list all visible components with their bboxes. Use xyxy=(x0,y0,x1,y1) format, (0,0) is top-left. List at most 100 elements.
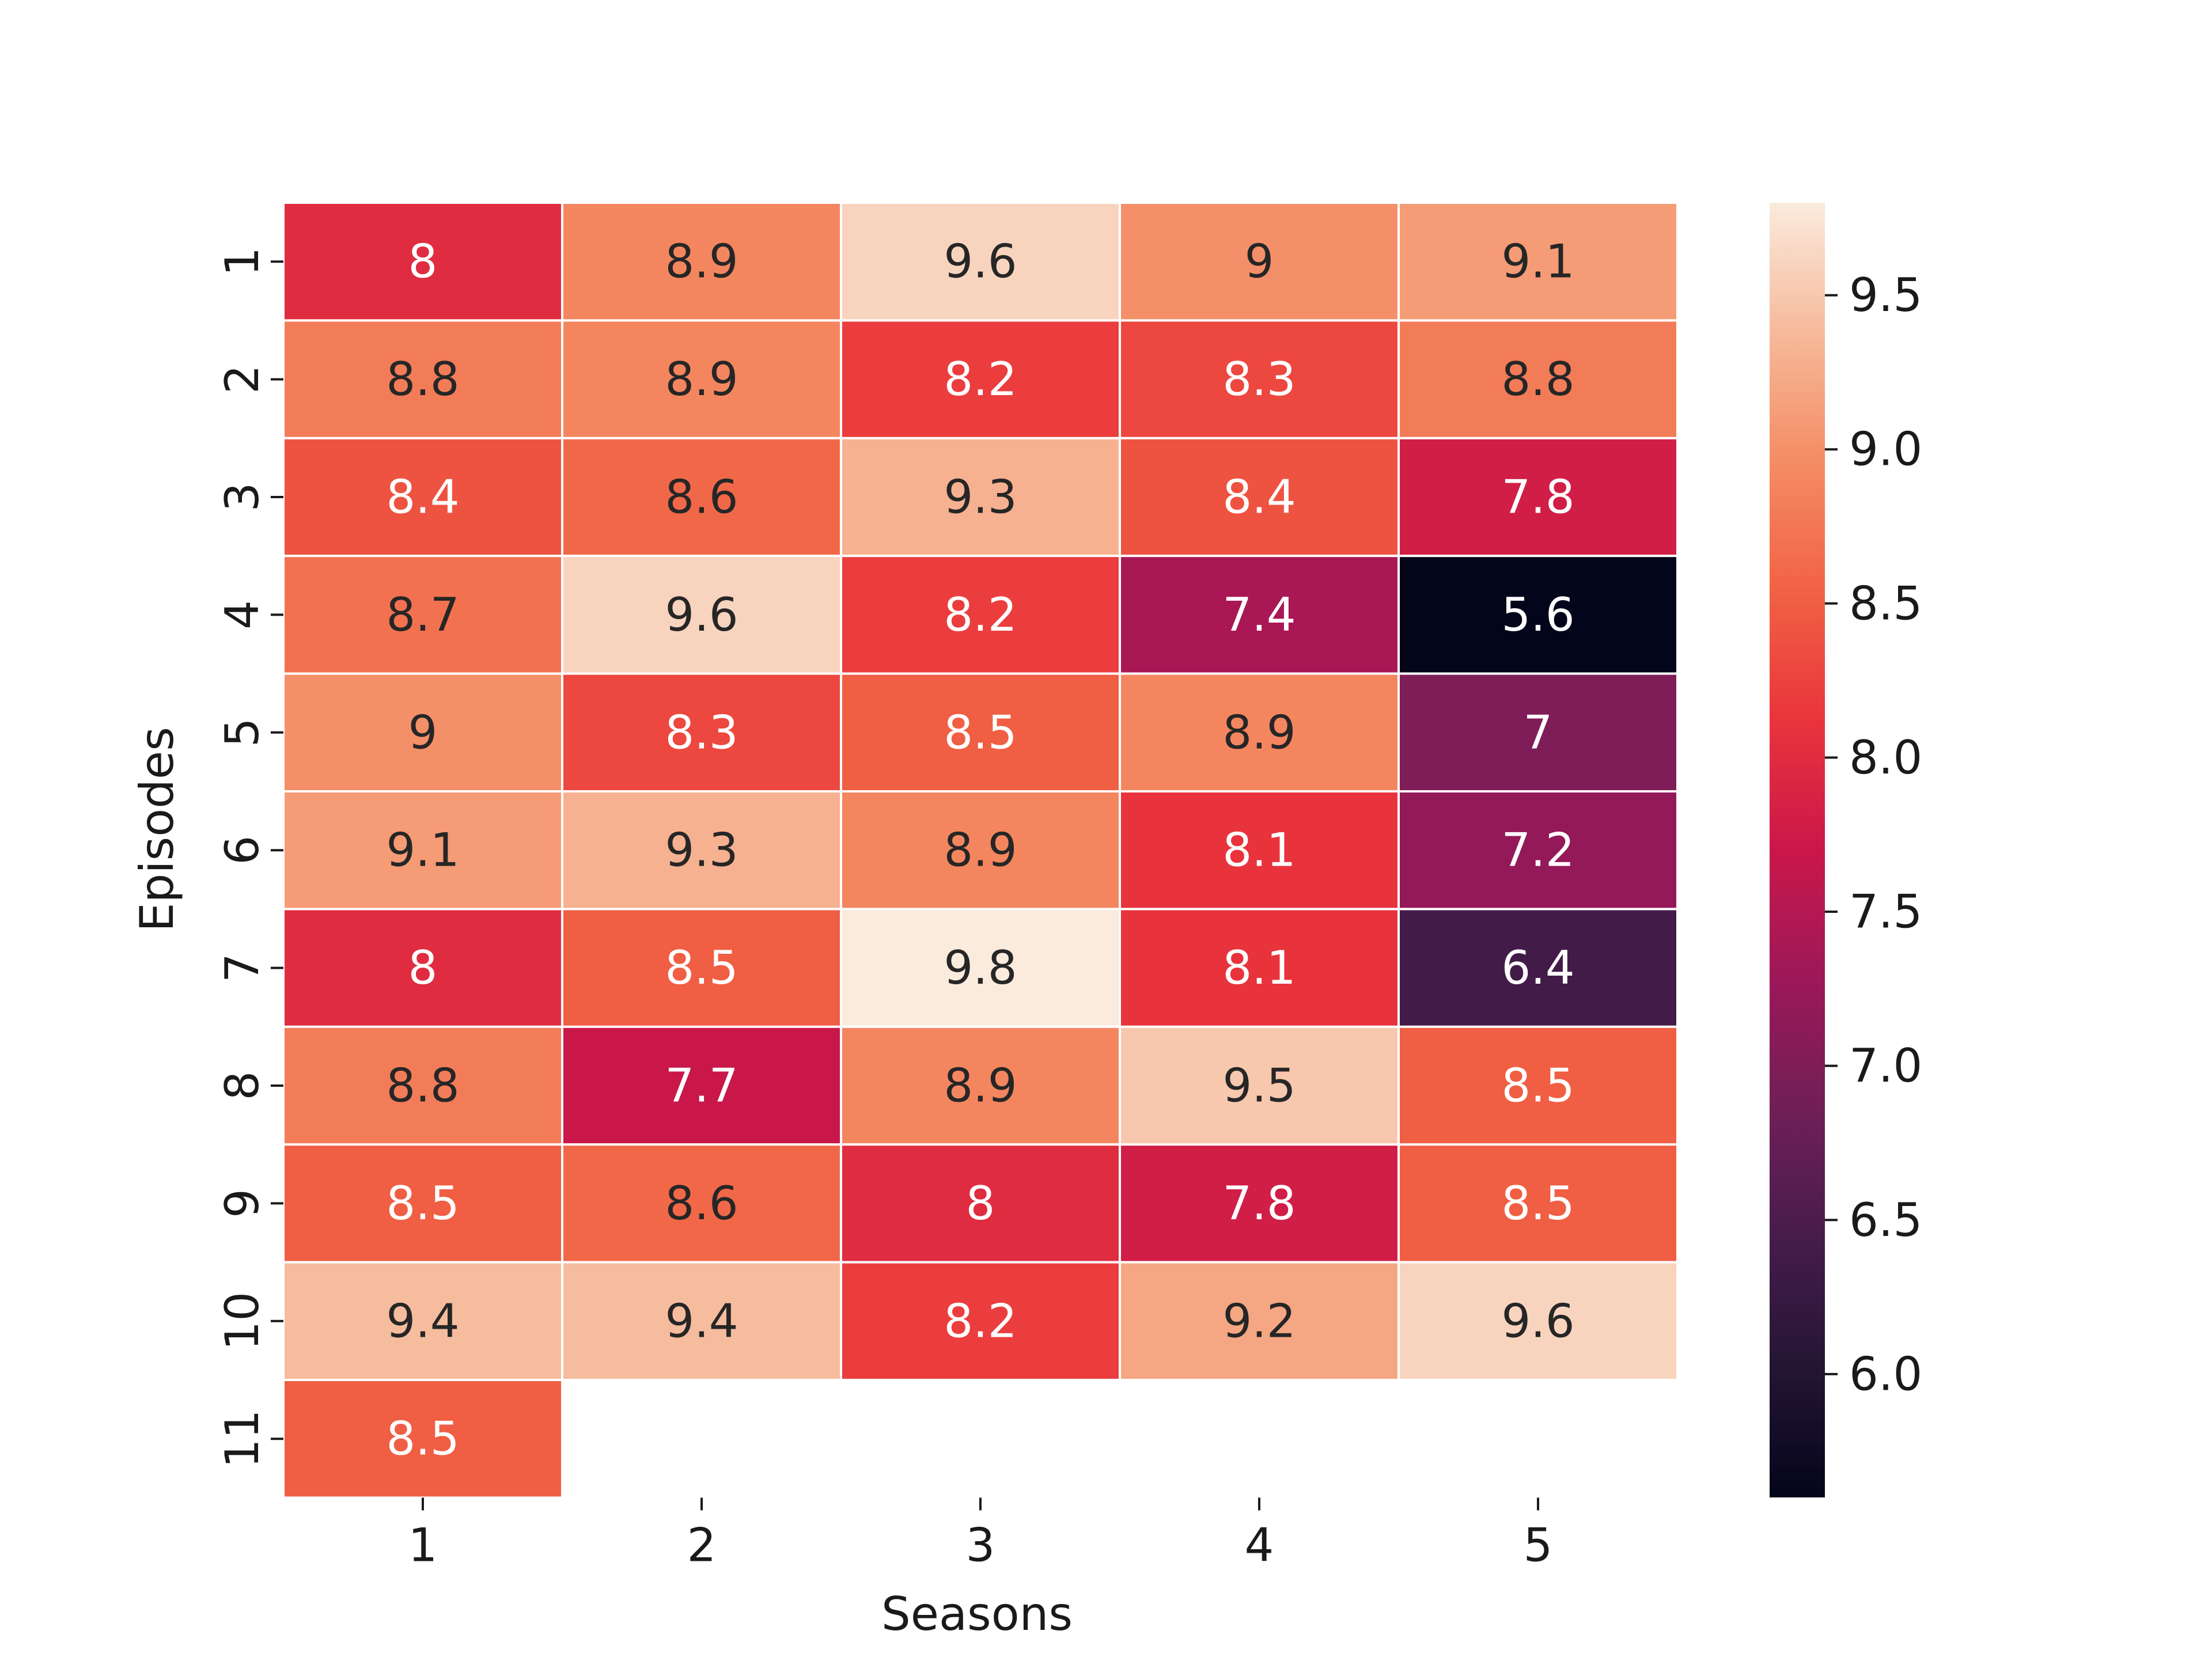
colorbar xyxy=(1770,203,1825,1497)
cell-value-label: 8.6 xyxy=(665,471,738,524)
heatmap-cell xyxy=(561,437,842,558)
heatmap-cell xyxy=(1397,555,1679,675)
cell-value-label: 9.6 xyxy=(944,235,1017,289)
heatmap-cell xyxy=(1397,437,1679,558)
heatmap-cell xyxy=(561,555,842,675)
heatmap-cell xyxy=(1119,1261,1400,1382)
heatmap-cell xyxy=(1397,1143,1679,1264)
heatmap-cell xyxy=(1397,319,1679,439)
colorbar-tick-label: 6.0 xyxy=(1849,1347,1922,1401)
cell-value-label: 7.2 xyxy=(1501,824,1574,877)
heatmap-cell xyxy=(1397,1261,1679,1382)
colorbar-tick-label: 7.5 xyxy=(1849,885,1922,939)
heatmap-cell xyxy=(561,202,842,322)
cell-value-label: 8 xyxy=(408,941,438,995)
heatmap-cell xyxy=(840,790,1121,911)
cell-value-label: 9.3 xyxy=(665,824,738,877)
y-tick-label: 10 xyxy=(215,1292,269,1351)
heatmap-cell xyxy=(1119,555,1400,675)
heatmap-cell xyxy=(840,202,1121,322)
cell-value-label: 9.1 xyxy=(386,824,459,877)
heatmap-cell xyxy=(840,1143,1121,1264)
colorbar-tick-label: 9.5 xyxy=(1849,268,1922,322)
cell-value-label: 9 xyxy=(1245,235,1274,289)
heatmap-cell xyxy=(561,1143,842,1264)
cell-value-label: 8.9 xyxy=(665,352,738,406)
heatmap-cell xyxy=(1119,790,1400,911)
cell-value-label: 9.6 xyxy=(665,588,738,642)
cell-value-label: 7.8 xyxy=(1501,471,1574,524)
cell-value-label: 8.9 xyxy=(944,824,1017,877)
x-tick-label: 5 xyxy=(1524,1518,1553,1572)
cell-value-label: 7.8 xyxy=(1222,1177,1296,1230)
cell-value-label: 9.4 xyxy=(386,1294,459,1348)
heatmap-cell xyxy=(840,672,1121,792)
colorbar-tick-label: 9.0 xyxy=(1849,423,1922,476)
y-tick-label: 2 xyxy=(215,365,269,394)
cell-value-label: 9.5 xyxy=(1222,1059,1296,1113)
heatmap-cell xyxy=(282,1025,563,1146)
cell-value-label: 7.7 xyxy=(665,1059,738,1113)
cell-value-label: 8.2 xyxy=(944,588,1017,642)
cell-value-label: 8.8 xyxy=(1501,352,1574,406)
colorbar-tick-label: 7.0 xyxy=(1849,1039,1922,1093)
y-tick-label: 7 xyxy=(215,953,269,983)
cell-value-label: 8.5 xyxy=(944,706,1017,759)
cell-value-label: 8.5 xyxy=(1501,1177,1574,1230)
cell-value-label: 8.5 xyxy=(665,941,738,995)
colorbar-tick-label: 6.5 xyxy=(1849,1193,1922,1247)
y-tick-label: 6 xyxy=(215,836,269,865)
x-axis-label: Seasons xyxy=(881,1587,1073,1641)
cell-value-label: 7 xyxy=(1524,706,1553,759)
y-tick-label: 4 xyxy=(215,600,269,629)
colorbar-tick-label: 8.5 xyxy=(1849,577,1922,630)
y-axis-label: Episodes xyxy=(130,727,184,932)
heatmap-cell xyxy=(840,1025,1121,1146)
cell-value-label: 8.6 xyxy=(665,1177,738,1230)
heatmap-cell xyxy=(561,672,842,792)
heatmap-cell xyxy=(1119,437,1400,558)
cell-value-label: 5.6 xyxy=(1501,588,1574,642)
heatmap-cell xyxy=(1119,1025,1400,1146)
cell-value-label: 7.4 xyxy=(1222,588,1296,642)
heatmap-cell xyxy=(282,1379,563,1499)
cell-value-label: 8.2 xyxy=(944,1294,1017,1348)
x-tick-label: 1 xyxy=(408,1518,438,1572)
heatmap-cell xyxy=(282,672,563,792)
y-axis: 1 2 3 4 5 6 7 8 9 10 11 xyxy=(215,247,283,1468)
heatmap-cell xyxy=(1397,790,1679,911)
cell-value-label: 8.9 xyxy=(665,235,738,289)
cell-value-label: 8.3 xyxy=(665,706,738,759)
heatmap-cell xyxy=(282,319,563,439)
cell-value-label: 8.3 xyxy=(1222,352,1296,406)
cell-value-label: 8.9 xyxy=(944,1059,1017,1113)
y-tick-label: 3 xyxy=(215,483,269,512)
heatmap-cell xyxy=(1397,908,1679,1028)
x-tick-label: 4 xyxy=(1245,1518,1274,1572)
heatmap-cell xyxy=(561,1025,842,1146)
cell-value-label: 9.1 xyxy=(1501,235,1574,289)
cell-value-label: 8.9 xyxy=(1222,706,1296,759)
heatmap-cell xyxy=(840,555,1121,675)
cell-value-label: 8.8 xyxy=(386,352,459,406)
colorbar-tick-label: 8.0 xyxy=(1849,731,1922,784)
heatmap-cells xyxy=(282,202,1679,1499)
heatmap-cell xyxy=(282,908,563,1028)
y-tick-label: 9 xyxy=(215,1189,269,1218)
y-tick-label: 11 xyxy=(215,1409,269,1468)
cell-value-label: 8.4 xyxy=(386,471,459,524)
cell-value-label: 9.3 xyxy=(944,471,1017,524)
cell-value-label: 8.1 xyxy=(1222,941,1296,995)
cell-value-label: 8.5 xyxy=(386,1177,459,1230)
y-tick-label: 8 xyxy=(215,1071,269,1101)
colorbar-ticks: 6.0 6.5 7.0 7.5 8.0 8.5 9.0 9.5 xyxy=(1825,268,1922,1401)
heatmap-cell xyxy=(1397,672,1679,792)
cell-value-label: 8.2 xyxy=(944,352,1017,406)
x-tick-label: 3 xyxy=(966,1518,995,1572)
x-axis: 1 2 3 4 5 xyxy=(408,1497,1553,1572)
heatmap-cell xyxy=(840,319,1121,439)
heatmap-cell xyxy=(282,202,563,322)
cell-value-labels: 8 8.9 9.6 9 9.1 8.8 8.9 8.2 8.3 8.8 8.4 8.6 9.3 8.4 7.… xyxy=(386,235,1574,1466)
